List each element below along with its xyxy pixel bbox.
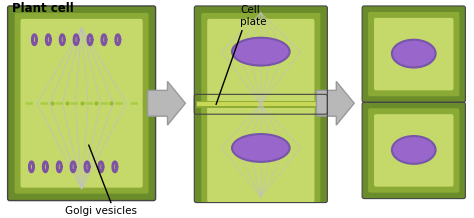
Ellipse shape — [232, 134, 290, 162]
FancyBboxPatch shape — [362, 102, 465, 199]
Text: Cell
plate: Cell plate — [240, 5, 266, 27]
FancyBboxPatch shape — [368, 12, 459, 96]
Polygon shape — [147, 82, 185, 125]
FancyBboxPatch shape — [201, 13, 320, 114]
FancyBboxPatch shape — [194, 6, 328, 114]
Text: Plant cell: Plant cell — [11, 2, 73, 15]
Polygon shape — [317, 82, 354, 125]
FancyBboxPatch shape — [374, 114, 454, 187]
FancyBboxPatch shape — [362, 6, 465, 102]
FancyBboxPatch shape — [207, 19, 314, 114]
FancyBboxPatch shape — [15, 13, 149, 194]
FancyBboxPatch shape — [8, 6, 155, 201]
Ellipse shape — [392, 40, 436, 68]
Ellipse shape — [232, 38, 290, 66]
FancyBboxPatch shape — [20, 19, 143, 188]
FancyBboxPatch shape — [368, 108, 459, 193]
FancyBboxPatch shape — [201, 101, 320, 203]
FancyBboxPatch shape — [374, 18, 454, 90]
FancyBboxPatch shape — [207, 107, 314, 203]
FancyBboxPatch shape — [194, 94, 328, 203]
Text: Golgi vesicles: Golgi vesicles — [65, 206, 137, 216]
Ellipse shape — [392, 136, 436, 164]
